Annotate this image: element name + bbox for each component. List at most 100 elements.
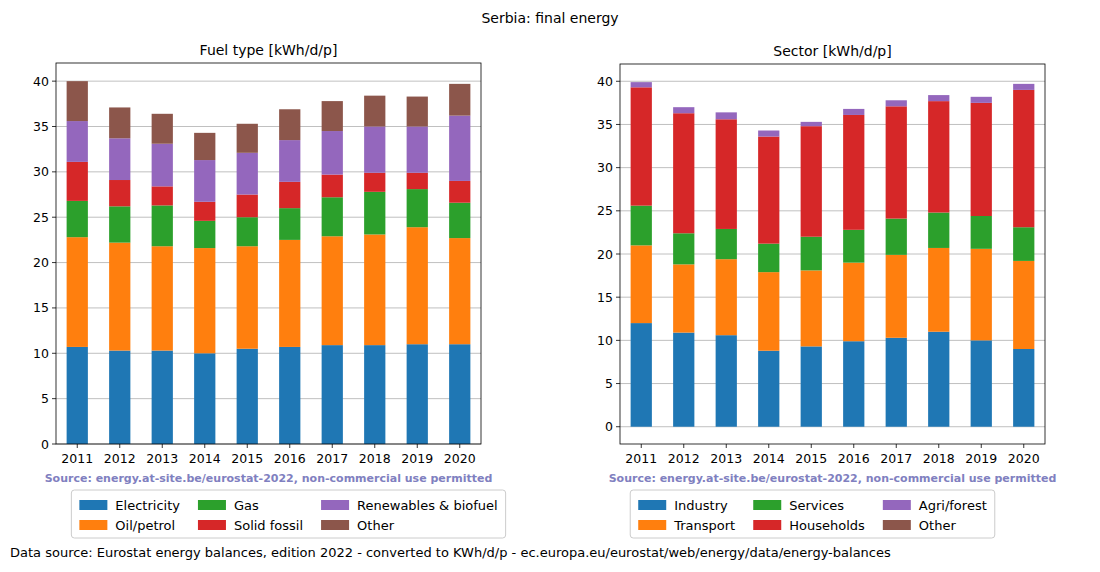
x-tick — [768, 444, 769, 448]
x-tick-label: 2016 — [838, 451, 870, 466]
bar — [449, 344, 470, 444]
bar — [631, 82, 652, 83]
frame — [56, 63, 481, 444]
bar — [364, 127, 385, 173]
bar — [152, 246, 173, 350]
x-tick-label: 2012 — [104, 451, 136, 466]
y-tick — [52, 126, 56, 127]
bar — [928, 95, 949, 101]
x-tick — [417, 444, 418, 448]
bar — [322, 175, 343, 198]
y-tick — [616, 167, 620, 168]
x-tick-label: 2011 — [61, 451, 93, 466]
legend-swatch — [198, 520, 226, 530]
bar — [886, 100, 907, 106]
annotation: Source: energy.at-site.be/eurostat-2022,… — [45, 472, 493, 485]
y-tick-label: 25 — [33, 210, 49, 225]
bars — [631, 82, 1035, 427]
y-tick — [52, 444, 56, 445]
annotation: Source: energy.at-site.be/eurostat-2022,… — [609, 472, 1057, 485]
x-tick — [204, 444, 205, 448]
legend-swatch — [638, 520, 666, 530]
bar — [67, 201, 88, 237]
x-tick — [811, 444, 812, 448]
legend-label: Agri/forest — [919, 498, 987, 513]
bar — [364, 345, 385, 444]
bar — [279, 140, 300, 182]
y-tick — [616, 254, 620, 255]
bar — [449, 181, 470, 203]
y-tick-label: 40 — [597, 74, 613, 89]
bar — [67, 237, 88, 347]
legend-swatch — [753, 520, 781, 530]
bar — [716, 112, 737, 119]
bar — [67, 347, 88, 444]
bar — [1013, 349, 1034, 427]
y-tick — [616, 297, 620, 298]
legend-label: Other — [357, 518, 395, 533]
legend-swatch — [753, 500, 781, 510]
legend-label: Oil/petrol — [115, 518, 175, 533]
y-tick — [616, 383, 620, 384]
bar — [194, 160, 215, 202]
figure: Serbia: final energyData source: Eurosta… — [0, 0, 1100, 572]
bar — [928, 101, 949, 212]
y-tick-label: 5 — [41, 391, 49, 406]
chart-title: Fuel type [kWh/d/p] — [200, 42, 338, 58]
bar — [843, 109, 864, 115]
bar — [109, 243, 130, 351]
chart: 0510152025303540201120122013201420152016… — [33, 42, 506, 538]
legend-label: Other — [919, 518, 957, 533]
bar — [1013, 90, 1034, 227]
bar — [322, 345, 343, 444]
bar — [673, 113, 694, 233]
bar — [109, 206, 130, 242]
bar — [279, 347, 300, 444]
legend: IndustryTransportServicesHouseholdsAgri/… — [630, 490, 995, 538]
bar — [237, 246, 258, 349]
bar — [449, 116, 470, 181]
bar — [631, 82, 652, 87]
legend-label: Services — [789, 498, 844, 513]
x-tick-label: 2017 — [880, 451, 912, 466]
legend-label: Renewables & biofuel — [357, 498, 498, 513]
y-tick-label: 0 — [41, 437, 49, 452]
bar — [279, 182, 300, 208]
y-tick-label: 20 — [597, 247, 613, 262]
bar — [194, 221, 215, 248]
bar — [801, 126, 822, 237]
legend-swatch — [79, 500, 107, 510]
bar — [322, 236, 343, 345]
suptitle: Serbia: final energy — [481, 10, 618, 26]
bar — [631, 323, 652, 427]
bar — [67, 162, 88, 201]
y-tick — [616, 124, 620, 125]
y-tick-label: 35 — [597, 117, 613, 132]
legend-swatch — [321, 520, 349, 530]
x-tick-label: 2015 — [231, 451, 263, 466]
y-tick — [616, 210, 620, 211]
bar — [364, 173, 385, 192]
x-tick — [247, 444, 248, 448]
bar — [322, 197, 343, 236]
x-tick — [119, 444, 120, 448]
legend-swatch — [883, 520, 911, 530]
bar — [758, 244, 779, 272]
y-tick — [52, 353, 56, 354]
bar — [801, 270, 822, 346]
x-tick-label: 2017 — [316, 451, 348, 466]
y-tick-label: 10 — [33, 346, 49, 361]
bar — [971, 249, 992, 341]
bar — [237, 124, 258, 153]
bar — [843, 115, 864, 230]
y-tick — [52, 81, 56, 82]
bar — [971, 103, 992, 216]
y-tick — [616, 426, 620, 427]
bar — [237, 153, 258, 195]
bars — [67, 81, 471, 444]
legend-box — [71, 490, 505, 538]
y-tick-label: 15 — [597, 290, 613, 305]
bar — [279, 240, 300, 347]
bar — [758, 351, 779, 427]
y-tick — [52, 307, 56, 308]
